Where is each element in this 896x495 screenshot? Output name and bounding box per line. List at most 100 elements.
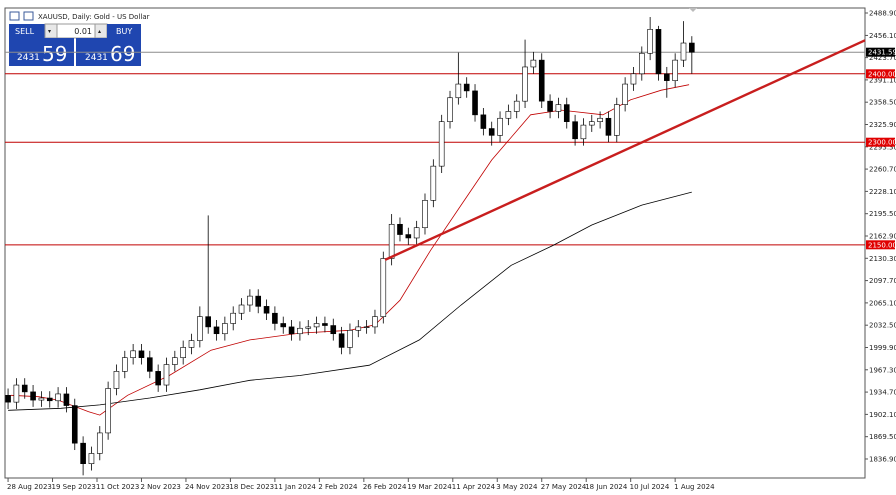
candle-body [305, 326, 312, 329]
y-tick-label: 2032.50 [869, 322, 896, 330]
candle-body [205, 316, 211, 328]
candle-body [447, 97, 453, 122]
y-tick-label: 2228.10 [869, 188, 896, 196]
candle-body [588, 121, 595, 126]
candle-body [105, 388, 111, 434]
x-tick-label: 11 Jan 2024 [274, 483, 317, 491]
candle-body [88, 453, 95, 465]
sell-button[interactable] [9, 24, 45, 38]
candle-body [63, 393, 70, 406]
y-tick-label: 2391.10 [869, 76, 896, 84]
candle-body [80, 442, 86, 465]
buy-label: BUY [116, 27, 132, 36]
price-tag-label: 2431.59 [868, 49, 896, 57]
candle-body [138, 350, 145, 358]
candle-body [288, 326, 295, 335]
candle-body [71, 405, 78, 444]
candle-body [13, 384, 20, 403]
y-tick-label: 1999.90 [869, 344, 896, 352]
y-tick-label: 2130.30 [869, 255, 896, 263]
icon [9, 11, 20, 21]
candle-body [689, 42, 695, 53]
candle-body [155, 371, 161, 386]
candle-body [297, 327, 303, 335]
candle-body [480, 114, 487, 129]
candle-body [46, 397, 53, 402]
ask-big: 2431 [85, 53, 108, 63]
x-tick-label: 11 Oct 2023 [96, 483, 139, 491]
candle-body [113, 371, 120, 389]
moving-average [10, 84, 690, 416]
candle-body [355, 326, 362, 331]
candle-body [422, 200, 428, 229]
plot-frame [4, 7, 866, 479]
x-tick-label: 18 Dec 2023 [229, 483, 274, 491]
candle-body [121, 357, 128, 372]
x-tick-label: 2 Nov 2023 [140, 483, 180, 491]
candle-body [322, 323, 328, 326]
y-tick-label: 1967.30 [869, 366, 896, 374]
candle-body [472, 90, 478, 116]
y-tick-label: 1836.90 [869, 455, 896, 463]
candle-body [438, 121, 445, 167]
candle-body [655, 29, 662, 75]
x-tick-label: 24 Nov 2023 [185, 483, 230, 491]
price-tag [866, 47, 895, 57]
x-tick-label: 1 Aug 2024 [674, 483, 715, 491]
candle-body [580, 124, 587, 140]
shift-marker [689, 8, 697, 12]
candle-body [572, 121, 578, 140]
candle-body [505, 111, 512, 119]
candle-body [613, 104, 620, 136]
x-tick-label: 3 May 2024 [496, 483, 538, 491]
candle-body [363, 326, 370, 328]
moving-average [8, 191, 692, 411]
candle-body [680, 42, 687, 61]
y-tick-label: 2162.90 [869, 232, 896, 240]
icon [23, 11, 34, 21]
y-tick-label: 2097.70 [869, 277, 896, 285]
price-tag-label: 2400.00 [868, 70, 896, 78]
candle-body [538, 59, 545, 102]
y-tick-label: 2325.90 [869, 121, 896, 129]
candle-body [238, 304, 245, 314]
price-tag-label: 2300.00 [868, 139, 896, 147]
candle-body [463, 83, 470, 92]
candle-body [38, 397, 45, 401]
y-tick-label: 1934.70 [869, 389, 896, 397]
candle-body [272, 312, 278, 324]
candle-body [172, 357, 178, 365]
candle-body [430, 165, 437, 201]
candle-body [213, 326, 220, 335]
candle-body [513, 100, 520, 112]
y-tick-label: 2293.30 [869, 143, 896, 151]
candle-body [230, 312, 237, 324]
candle-body [313, 323, 320, 328]
y-tick-label: 2488.90 [869, 9, 896, 17]
x-tick-label: 10 Jul 2024 [630, 483, 670, 491]
candle-body [130, 350, 136, 358]
candle-body [222, 323, 228, 335]
x-tick-label: 19 Sep 2023 [52, 483, 96, 491]
y-tick-label: 2358.50 [869, 99, 896, 107]
candle-body [455, 83, 462, 99]
candle-body [622, 83, 628, 105]
candle-body [96, 432, 103, 454]
candle-body [180, 347, 186, 358]
candle-body [630, 73, 637, 85]
x-tick-label: 11 Apr 2024 [452, 483, 496, 491]
x-tick-label: 19 Mar 2024 [407, 483, 452, 491]
candle-body [21, 384, 28, 393]
candle-body [372, 316, 378, 328]
candle-body [530, 59, 537, 68]
candle-body [197, 316, 203, 341]
buy-button[interactable] [107, 24, 141, 38]
x-tick-label: 18 Jun 2024 [585, 483, 628, 491]
candle-body [330, 325, 337, 335]
y-tick-label: 2065.10 [869, 299, 896, 307]
candle-body [188, 340, 195, 348]
candle-body [338, 333, 345, 348]
candle-body [664, 73, 670, 81]
x-tick-label: 26 Feb 2024 [363, 483, 407, 491]
